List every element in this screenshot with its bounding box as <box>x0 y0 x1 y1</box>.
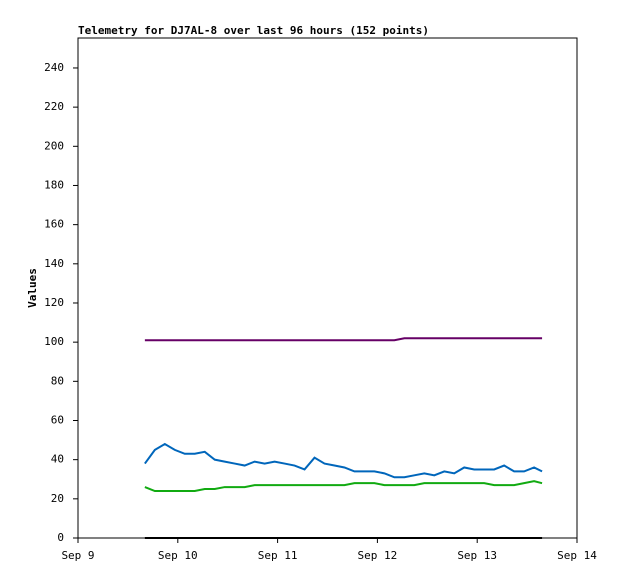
y-tick-label: 120 <box>44 296 64 309</box>
y-tick-label: 100 <box>44 335 64 348</box>
y-tick-label: 160 <box>44 218 64 231</box>
x-tick-label: Sep 11 <box>258 549 298 562</box>
chart-title: Telemetry for DJ7AL-8 over last 96 hours… <box>78 24 429 37</box>
y-tick-label: 20 <box>51 492 64 505</box>
y-tick-label: 60 <box>51 413 64 426</box>
y-tick-label: 200 <box>44 139 64 152</box>
y-tick-label: 180 <box>44 178 64 191</box>
x-tick-label: Sep 9 <box>61 549 94 562</box>
series-line <box>144 480 543 492</box>
x-tick-label: Sep 14 <box>557 549 597 562</box>
y-tick-label: 40 <box>51 453 64 466</box>
y-tick-label: 220 <box>44 100 64 113</box>
y-tick-label: 80 <box>51 374 64 387</box>
y-tick-label: 140 <box>44 257 64 270</box>
x-tick-label: Sep 13 <box>457 549 497 562</box>
y-tick-label: 240 <box>44 61 64 74</box>
x-tick-label: Sep 12 <box>358 549 398 562</box>
y-tick-label: 0 <box>57 531 64 544</box>
series-line <box>144 337 543 342</box>
series-line <box>144 442 543 479</box>
x-tick-label: Sep 10 <box>158 549 198 562</box>
y-axis-title: Values <box>26 268 39 308</box>
